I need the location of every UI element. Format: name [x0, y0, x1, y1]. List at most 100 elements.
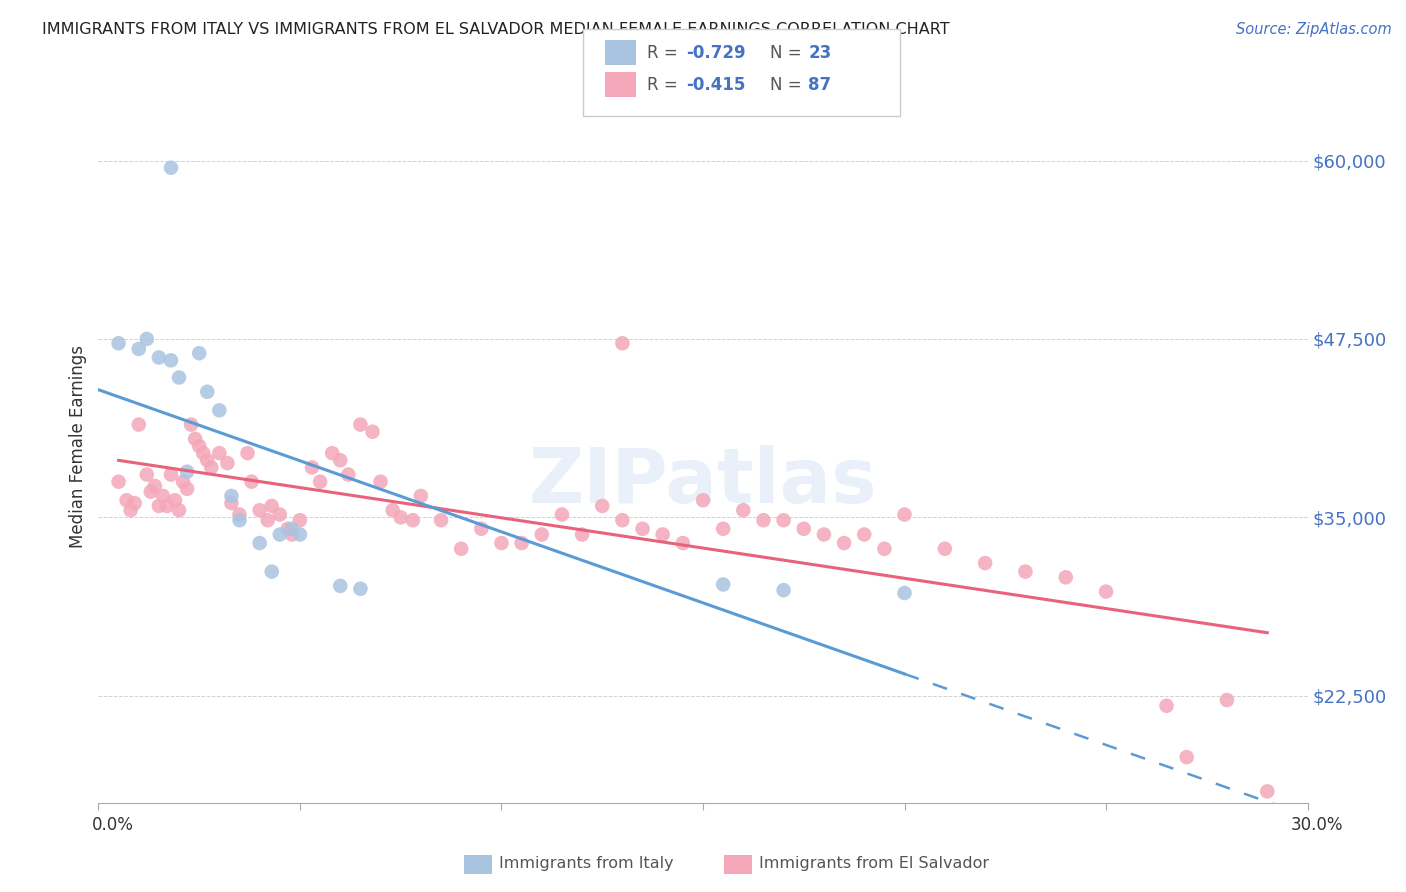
Point [752, 513, 775, 527]
Point [321, 446, 343, 460]
Point [163, 493, 186, 508]
Point [148, 351, 170, 365]
Point [281, 522, 304, 536]
Point [188, 346, 211, 360]
Point [195, 453, 218, 467]
Point [208, 446, 231, 460]
Point [208, 403, 231, 417]
Point [309, 475, 332, 489]
Point [893, 508, 915, 522]
Point [281, 527, 304, 541]
Point [120, 503, 142, 517]
Point [288, 527, 311, 541]
Point [249, 503, 271, 517]
Point [260, 499, 283, 513]
Point [1256, 784, 1278, 798]
Point [260, 565, 283, 579]
Text: R =: R = [647, 44, 683, 62]
Point [1175, 750, 1198, 764]
Point [167, 503, 190, 517]
Point [152, 489, 174, 503]
Point [430, 513, 453, 527]
Point [591, 499, 613, 513]
Point [974, 556, 997, 570]
Point [135, 467, 157, 482]
Point [221, 489, 243, 503]
Point [612, 336, 634, 351]
Point [1054, 570, 1077, 584]
Point [530, 527, 553, 541]
Point [124, 496, 146, 510]
Point [813, 527, 835, 541]
Point [188, 439, 211, 453]
Text: 23: 23 [808, 44, 832, 62]
Point [221, 496, 243, 510]
Text: 30.0%: 30.0% [1291, 816, 1343, 834]
Point [510, 536, 533, 550]
Point [193, 446, 215, 460]
Point [195, 384, 218, 399]
Text: -0.729: -0.729 [686, 44, 745, 62]
Point [631, 522, 654, 536]
Point [176, 482, 198, 496]
Point [180, 417, 202, 432]
Point [651, 527, 673, 541]
Point [160, 467, 183, 482]
Point [269, 508, 291, 522]
Point [329, 579, 352, 593]
Point [381, 503, 404, 517]
Point [934, 541, 956, 556]
Point [269, 527, 291, 541]
Point [450, 541, 472, 556]
Point [853, 527, 876, 541]
Text: 87: 87 [808, 76, 831, 94]
Point [832, 536, 855, 550]
Point [128, 342, 150, 356]
Point [793, 522, 815, 536]
Point [551, 508, 574, 522]
Point [277, 522, 299, 536]
Point [893, 586, 915, 600]
Point [184, 432, 207, 446]
Point [228, 513, 250, 527]
Point [470, 522, 492, 536]
Point [301, 460, 323, 475]
Point [733, 503, 755, 517]
Point [128, 417, 150, 432]
Point [711, 522, 734, 536]
Point [1216, 693, 1239, 707]
Point [107, 336, 129, 351]
Point [491, 536, 513, 550]
Point [236, 446, 259, 460]
Point [1156, 698, 1178, 713]
Point [389, 510, 412, 524]
Point [160, 353, 183, 368]
Point [612, 513, 634, 527]
Point [711, 577, 734, 591]
Point [1014, 565, 1036, 579]
Point [160, 161, 183, 175]
Point [409, 489, 432, 503]
Point [571, 527, 593, 541]
Point [115, 493, 138, 508]
Point [337, 467, 360, 482]
Point [672, 536, 695, 550]
Point [692, 493, 714, 508]
Point [167, 370, 190, 384]
Point [217, 456, 239, 470]
Text: N =: N = [770, 44, 807, 62]
Point [288, 513, 311, 527]
Point [200, 460, 222, 475]
Point [370, 475, 392, 489]
Point [176, 465, 198, 479]
Text: R =: R = [647, 76, 683, 94]
Text: -0.415: -0.415 [686, 76, 745, 94]
Point [873, 541, 896, 556]
Point [256, 513, 278, 527]
Point [349, 582, 371, 596]
Y-axis label: Median Female Earnings: Median Female Earnings [69, 344, 87, 548]
Point [240, 475, 263, 489]
Text: IMMIGRANTS FROM ITALY VS IMMIGRANTS FROM EL SALVADOR MEDIAN FEMALE EARNINGS CORR: IMMIGRANTS FROM ITALY VS IMMIGRANTS FROM… [42, 22, 950, 37]
Point [135, 332, 157, 346]
Point [772, 583, 794, 598]
